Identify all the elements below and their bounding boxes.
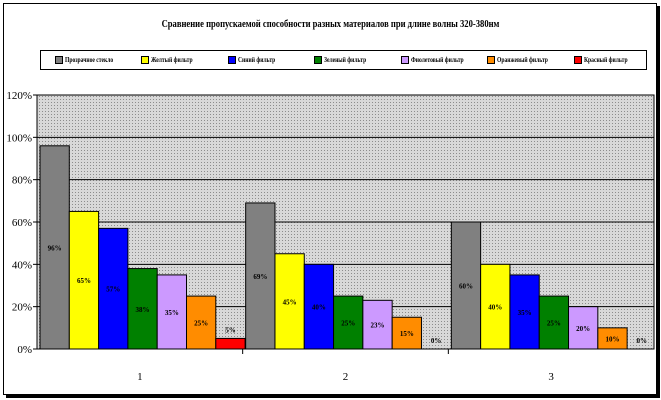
data-label: 25% [194,320,208,328]
bar [568,306,599,350]
bar [450,221,482,350]
data-label: 20% [576,325,590,333]
x-category-label: 3 [548,371,554,383]
y-tick-label: 60% [12,217,32,229]
data-label: 40% [312,304,326,312]
data-label: 0% [637,337,648,345]
chart-legend: Прозрачное стекло Желтый фильтр Синий филь… [40,50,647,70]
data-label: 96% [48,244,62,252]
data-label: 25% [341,320,355,328]
data-label: 35% [518,309,532,317]
data-label: 40% [488,304,502,312]
y-tick-label: 100% [6,132,32,144]
legend-swatch [314,56,323,64]
y-tick-label: 120% [6,90,32,102]
data-label: 0% [431,337,442,345]
x-category-label: 2 [343,371,349,383]
bar [186,295,217,350]
legend-label: Зеленый фильтр [324,56,367,64]
bar [68,210,100,350]
legend-swatch [141,56,150,64]
legend-label: Оранжевый фильтр [497,56,549,64]
bar [156,274,187,350]
data-label: 60% [459,283,473,291]
y-tick-label: 20% [12,302,32,314]
bar [245,202,276,350]
bar [391,316,422,350]
legend-item: Зеленый фильтр [314,55,377,65]
bar [215,337,246,350]
legend-label: Прозрачное стекло [65,56,114,64]
bar [98,227,129,350]
legend-item: Фиолетовый фильтр [400,55,477,65]
bar [274,253,305,350]
y-tick-label: 0% [17,344,32,356]
legend-item: Красный фильтр [573,55,639,65]
bar [509,274,540,350]
data-label: 65% [77,277,91,285]
legend-label: Фиолетовый фильтр [410,56,464,64]
legend-item: Прозрачное стекло [55,55,125,65]
legend-label: Желтый фильтр [151,56,193,64]
data-label: 38% [136,306,150,314]
data-label: 45% [283,298,297,306]
legend-swatch [227,56,236,64]
data-label: 23% [371,322,385,330]
data-label: 5% [225,326,236,334]
legend-label: Синий фильтр [237,56,276,64]
legend-item: Оранжевый фильтр [487,55,561,65]
legend-swatch [487,56,496,64]
data-label: 35% [165,309,179,317]
data-label: 57% [106,286,120,294]
data-label: 10% [605,335,619,343]
legend-item: Желтый фильтр [141,55,203,65]
data-label: 25% [547,320,561,328]
y-tick-label: 80% [12,175,32,187]
data-label: 15% [400,330,414,338]
legend-swatch [573,56,582,64]
bar [333,295,364,350]
chart-title: Сравнение пропускаемой способности разны… [161,18,500,30]
bar [303,263,335,350]
y-tick-label: 40% [12,259,32,271]
legend-item: Синий фильтр [227,55,285,65]
legend-swatch [400,56,409,64]
legend-swatch [55,56,63,64]
data-label: 69% [253,273,267,281]
legend-label: Красный фильтр [583,56,628,64]
x-category-label: 1 [137,371,143,383]
